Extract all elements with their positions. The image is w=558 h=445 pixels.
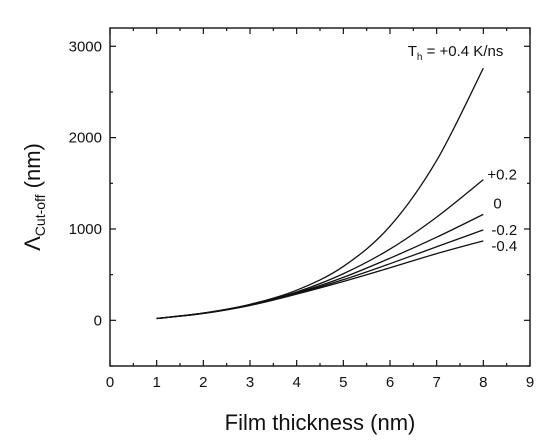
x-tick-label: 6 (386, 374, 394, 391)
series-line (156, 179, 484, 320)
legend-prefix: T (408, 43, 417, 60)
x-tick-label: 8 (479, 374, 487, 391)
series-label: -0.4 (491, 238, 517, 255)
series-line (156, 213, 484, 320)
series-line (156, 67, 484, 320)
axis-ticks (109, 28, 531, 367)
x-tick-label: 7 (432, 374, 440, 391)
x-tick-label: 4 (292, 374, 300, 391)
y-tick-label: 2000 (69, 130, 102, 147)
series-labels: Th = +0.4 K/ns +0.2 0 -0.2-0.4 (408, 43, 517, 255)
series-line (156, 229, 484, 320)
series-label: Th = +0.4 K/ns (408, 43, 504, 63)
x-tick-label: 9 (526, 374, 534, 391)
x-tick-label: 3 (246, 374, 254, 391)
y-axis-subscript: Cut-off (32, 194, 48, 236)
y-axis-title: ΛCut-off (nm) (20, 143, 48, 251)
x-tick-label: 5 (339, 374, 347, 391)
series-label: +0.2 (487, 167, 517, 184)
series-line (156, 240, 484, 320)
series-label: -0.2 (491, 222, 517, 239)
x-axis-title: Film thickness (nm) (225, 410, 416, 435)
legend-series-name: = +0.4 K/ns (422, 43, 503, 60)
plot-frame (109, 27, 531, 367)
x-tick-label: 2 (199, 374, 207, 391)
legend-prefix-subscript: h (417, 52, 423, 63)
series-label: 0 (493, 195, 501, 212)
y-axis-unit: (nm) (20, 143, 45, 194)
y-tick-label: 3000 (69, 38, 102, 55)
y-tick-label: 0 (94, 312, 102, 329)
x-tick-label: 0 (106, 374, 114, 391)
y-tick-label: 1000 (69, 221, 102, 238)
tick-labels: 0 1 2 3 4 5 6 7 8 9 0 1000 2000 3000 (69, 38, 535, 391)
x-tick-label: 1 (152, 374, 160, 391)
y-axis-symbol: Λ (20, 236, 45, 251)
series-lines (156, 67, 484, 320)
